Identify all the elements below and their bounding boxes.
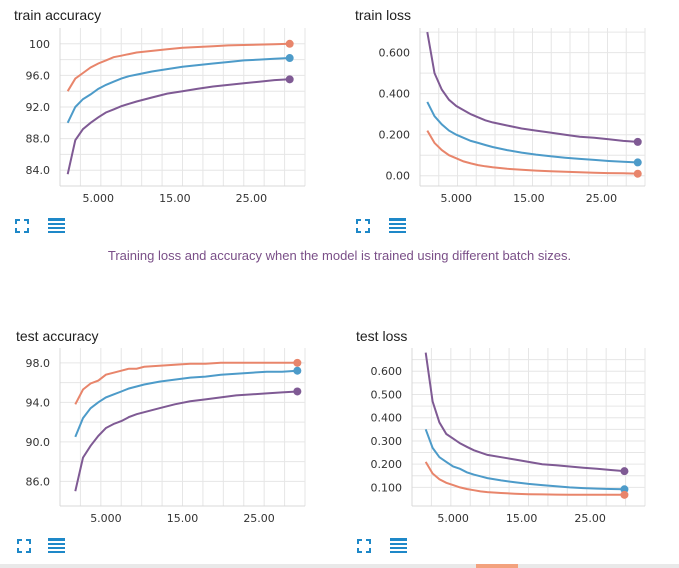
y-tick-label: 98.0 bbox=[26, 357, 51, 370]
series-endpoint-purple bbox=[293, 387, 302, 396]
y-tick-label: 0.00 bbox=[386, 170, 411, 183]
figure-caption: Training loss and accuracy when the mode… bbox=[107, 248, 572, 263]
series-endpoint-purple bbox=[633, 137, 642, 146]
x-tick-label: 25.00 bbox=[574, 512, 606, 525]
expand-icon[interactable] bbox=[355, 218, 371, 234]
x-tick-label: 15.00 bbox=[167, 512, 199, 525]
x-tick-label: 15.00 bbox=[506, 512, 538, 525]
series-endpoint-blue bbox=[285, 54, 294, 63]
x-tick-label: 25.00 bbox=[586, 192, 618, 205]
y-tick-label: 94.0 bbox=[26, 396, 51, 409]
data-table-icon[interactable] bbox=[388, 216, 407, 235]
expand-icon[interactable] bbox=[16, 538, 32, 554]
series-line-purple bbox=[74, 390, 298, 492]
chart-test-loss: 0.100 0.200 0.300 0.400 0.500 0.600 5.000 15.00… bbox=[371, 348, 646, 525]
series-line-purple bbox=[426, 31, 638, 143]
panel-test-loss: test loss 0.100 0.200 0.300 0.400 0.500 0.600… bbox=[340, 320, 679, 560]
series-line-orange bbox=[66, 42, 290, 92]
x-tick-label: 15.00 bbox=[159, 192, 191, 205]
x-tick-label: 5.000 bbox=[437, 512, 469, 525]
chart-train-loss: 0.00 0.200 0.400 0.600 5.000 15.00 25.00 bbox=[379, 28, 646, 205]
chart-test-accuracy: 86.0 90.0 94.0 98.0 5.000 15.00 25.00 bbox=[26, 348, 306, 525]
y-tick-label: 0.400 bbox=[371, 412, 403, 425]
x-tick-label: 5.000 bbox=[441, 192, 473, 205]
series-endpoint-orange bbox=[285, 39, 294, 48]
data-table-icon[interactable] bbox=[389, 536, 408, 555]
chart-title: train loss bbox=[355, 7, 412, 23]
series-endpoint-blue bbox=[293, 366, 302, 375]
series-endpoint-orange bbox=[633, 169, 642, 178]
y-tick-label: 0.600 bbox=[371, 365, 403, 378]
scrollbar-thumb[interactable] bbox=[476, 564, 518, 568]
y-tick-label: 84.0 bbox=[26, 164, 51, 177]
y-tick-label: 90.0 bbox=[26, 436, 51, 449]
data-table-icon[interactable] bbox=[47, 216, 66, 235]
series-line-orange bbox=[424, 461, 625, 496]
series-endpoint-purple bbox=[620, 467, 629, 476]
series-endpoint-purple bbox=[285, 75, 294, 84]
chart-title: train accuracy bbox=[14, 7, 102, 23]
series-endpoint-orange bbox=[293, 358, 302, 367]
x-tick-label: 15.00 bbox=[513, 192, 545, 205]
series-endpoint-blue bbox=[620, 485, 629, 494]
y-tick-label: 0.200 bbox=[371, 458, 403, 471]
y-tick-label: 92.0 bbox=[26, 101, 51, 114]
x-tick-label: 5.000 bbox=[90, 512, 122, 525]
panel-train-accuracy: train accuracy 84.0 88.0 92.0 96.0 100 5.000 1… bbox=[0, 0, 340, 240]
panel-test-accuracy: test accuracy 86.0 90.0 94.0 98.0 5.000 15.00… bbox=[0, 320, 340, 560]
x-tick-label: 25.00 bbox=[236, 192, 268, 205]
y-tick-label: 0.100 bbox=[371, 481, 403, 494]
y-tick-label: 100 bbox=[29, 38, 50, 51]
series-line-purple bbox=[66, 78, 290, 175]
y-tick-label: 0.500 bbox=[371, 388, 403, 401]
series-line-blue bbox=[424, 428, 625, 491]
panel-train-loss: train loss 0.00 0.200 0.400 0.600 5.000 15.00… bbox=[340, 0, 679, 240]
y-tick-label: 0.200 bbox=[379, 129, 411, 142]
y-tick-label: 0.600 bbox=[379, 47, 411, 60]
y-tick-label: 0.300 bbox=[371, 435, 403, 448]
expand-icon[interactable] bbox=[14, 218, 30, 234]
series-line-blue bbox=[426, 101, 638, 164]
series-line-orange bbox=[426, 130, 638, 175]
x-tick-label: 5.000 bbox=[83, 192, 115, 205]
series-line-blue bbox=[74, 369, 298, 438]
x-tick-label: 25.00 bbox=[243, 512, 275, 525]
series-line-blue bbox=[66, 57, 290, 124]
series-endpoint-orange bbox=[620, 490, 629, 499]
chart-train-accuracy: 84.0 88.0 92.0 96.0 100 5.000 15.00 25.00 bbox=[26, 28, 306, 205]
y-tick-label: 96.0 bbox=[26, 69, 51, 82]
expand-icon[interactable] bbox=[356, 538, 372, 554]
series-line-purple bbox=[424, 352, 625, 473]
chart-title: test accuracy bbox=[16, 328, 99, 344]
y-tick-label: 0.400 bbox=[379, 88, 411, 101]
data-table-icon[interactable] bbox=[47, 536, 66, 555]
series-line-orange bbox=[74, 361, 298, 405]
chart-title: test loss bbox=[356, 328, 408, 344]
horizontal-scrollbar[interactable] bbox=[0, 564, 679, 568]
series-endpoint-blue bbox=[633, 158, 642, 167]
y-tick-label: 88.0 bbox=[26, 133, 51, 146]
y-tick-label: 86.0 bbox=[26, 475, 51, 488]
